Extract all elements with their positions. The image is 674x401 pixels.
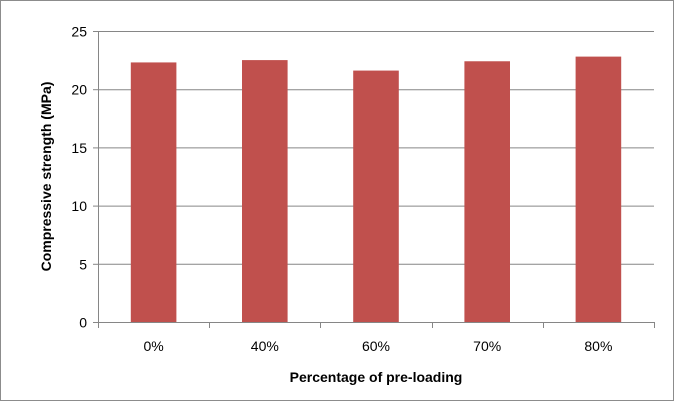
x-axis-title: Percentage of pre-loading (290, 369, 463, 385)
x-tick-label-60%: 60% (362, 338, 390, 354)
y-axis-title: Compressive strength (MPa) (38, 82, 54, 272)
x-tick-label-80%: 80% (584, 338, 612, 354)
y-tick-label-0: 0 (79, 315, 87, 331)
x-tick-labels: 0% 40% 60% 70% 80% (143, 338, 612, 354)
y-tick-labels: 0 5 10 15 20 25 (71, 24, 87, 331)
bar-0% (130, 62, 177, 322)
y-tick-label-20: 20 (71, 82, 87, 98)
x-tick-label-70%: 70% (473, 338, 501, 354)
y-tick-label-5: 5 (79, 256, 87, 272)
bar-60% (353, 70, 399, 323)
bar-70% (464, 61, 510, 322)
axes (98, 31, 654, 323)
y-tick-label-10: 10 (71, 198, 87, 214)
bar-40% (242, 60, 288, 322)
y-tick-label-25: 25 (71, 24, 87, 40)
bar-80% (575, 56, 622, 322)
bars (130, 56, 622, 323)
x-tick-label-40%: 40% (251, 338, 279, 354)
y-tick-label-15: 15 (71, 140, 87, 156)
x-tick-label-0%: 0% (143, 338, 163, 354)
